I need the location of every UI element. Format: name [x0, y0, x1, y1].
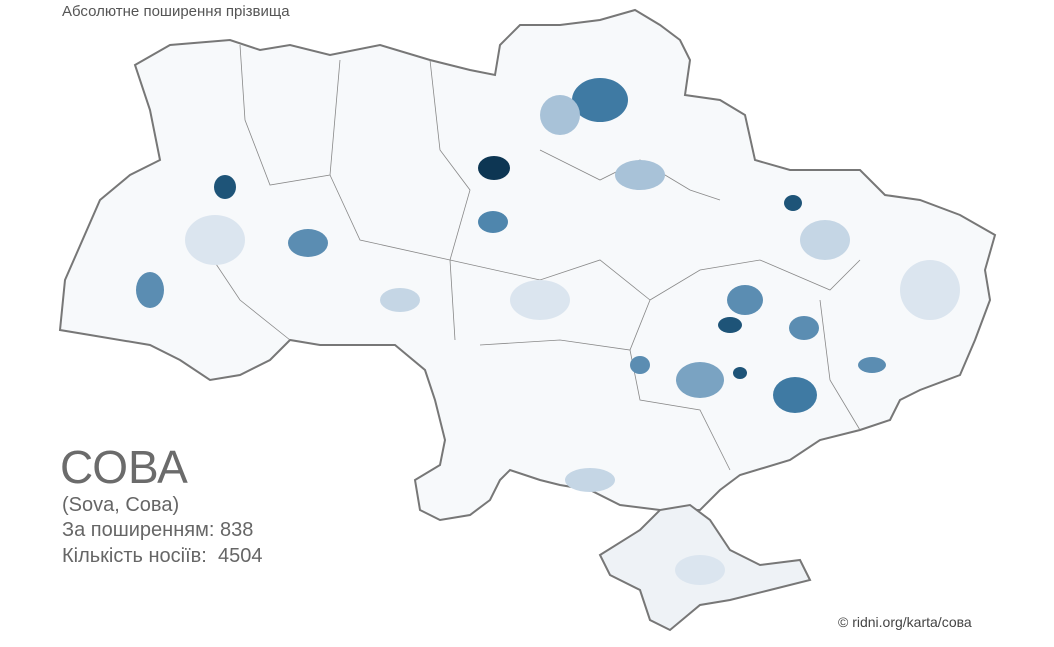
rank-value: 838 — [219, 519, 254, 541]
ukraine-map — [58, 8, 997, 632]
credit: © ridni.org/karta/сова — [838, 614, 972, 630]
surname: СОВА — [60, 441, 188, 493]
mainland — [58, 8, 997, 522]
region-borders — [199, 44, 861, 471]
rank-label: За поширенням: — [62, 519, 215, 541]
shaded-districts — [136, 78, 960, 585]
count-label: Кількість носіїв: — [62, 545, 207, 567]
map-title: Абсолютне поширення прізвища — [62, 3, 290, 20]
surname-variants: (Sova, Сова) — [62, 494, 180, 516]
count-line: Кількість носіїв: 4504 — [62, 545, 263, 568]
count-value: 4504 — [218, 545, 263, 567]
rank-line: За поширенням: 838 — [62, 519, 253, 542]
